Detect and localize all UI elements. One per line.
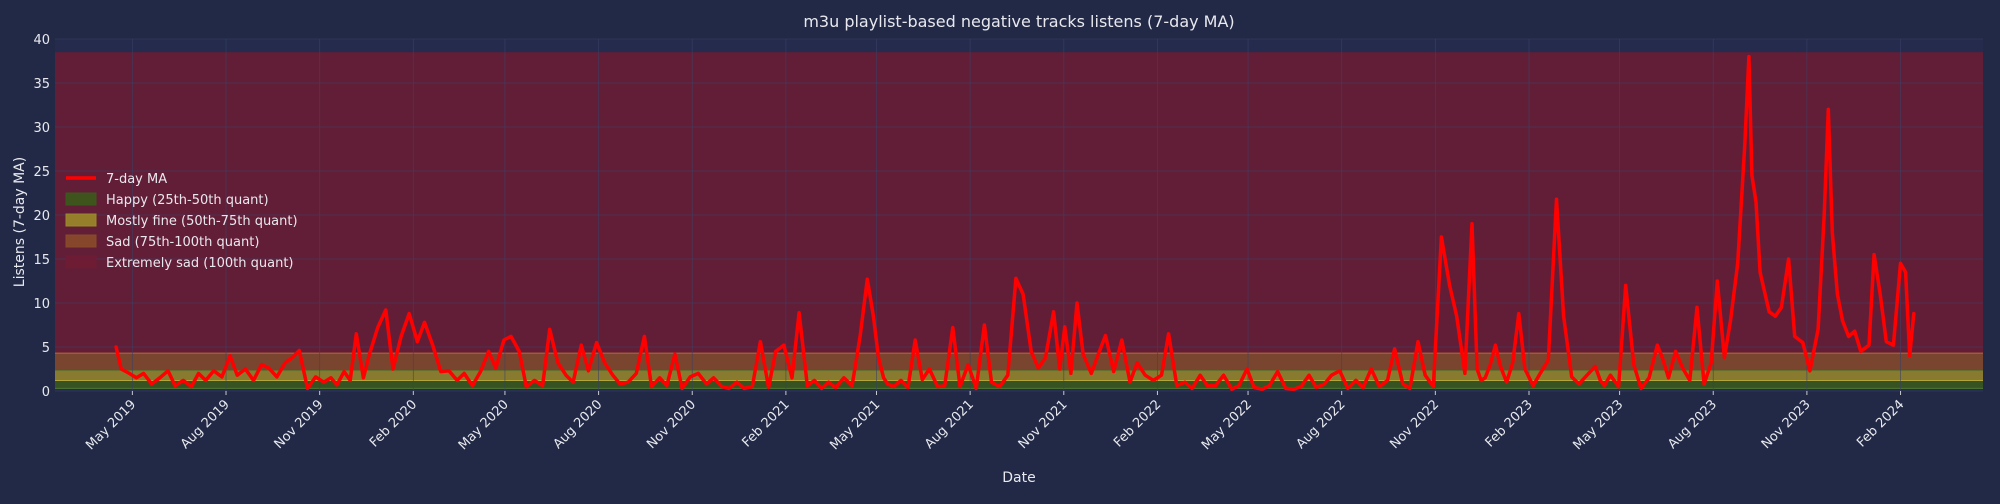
- band-2: [55, 370, 1983, 381]
- x-axis-label: Date: [1002, 470, 1035, 486]
- y-tick-label: 25: [33, 165, 50, 180]
- x-tick-label: Nov 2020: [644, 397, 699, 452]
- legend: 7-day MA Happy (25th-50th quant) Mostly fi…: [65, 172, 298, 271]
- x-tick-label: May 2021: [827, 397, 883, 453]
- y-tick-label: 30: [33, 121, 50, 136]
- x-tick-label: May 2022: [1199, 397, 1255, 453]
- x-tick-label: Aug 2021: [922, 397, 977, 452]
- legend-label: Happy (25th-50th quant): [106, 193, 269, 208]
- y-axis-label: Listens (7-day MA): [12, 157, 28, 287]
- x-tick-label: Feb 2024: [1854, 397, 1907, 450]
- x-tick-label: Nov 2022: [1387, 397, 1442, 452]
- y-tick-label: 20: [33, 209, 50, 224]
- x-tick-label: May 2020: [456, 397, 512, 453]
- y-tick-label: 15: [33, 253, 50, 268]
- legend-patch-swatch: [65, 255, 97, 269]
- x-tick-label: May 2023: [1570, 397, 1626, 453]
- band-1: [55, 380, 1983, 389]
- y-tick-label: 40: [33, 33, 50, 48]
- y-tick-label: 0: [42, 385, 50, 400]
- x-tick-label: Nov 2023: [1759, 397, 1814, 452]
- legend-patch-swatch: [65, 213, 97, 227]
- y-tick-label: 10: [33, 297, 50, 312]
- x-tick-label: Nov 2019: [272, 397, 327, 452]
- x-tick-label: May 2019: [83, 397, 139, 453]
- chart-title: m3u playlist-based negative tracks liste…: [803, 12, 1234, 31]
- x-tick-label: Aug 2020: [551, 397, 606, 452]
- x-tick-label: Aug 2023: [1665, 397, 1720, 452]
- legend-label: 7-day MA: [106, 172, 167, 187]
- legend-label: Extremely sad (100th quant): [106, 256, 294, 271]
- x-tick-label: Feb 2021: [740, 397, 793, 450]
- x-tick-label: Feb 2022: [1111, 397, 1164, 450]
- legend-patch-swatch: [65, 234, 97, 248]
- plot-area: 0 5 10 15 20 25 30 35 40 May 2019 Aug 2019 Nov 2019…: [33, 33, 1983, 453]
- band-4: [55, 52, 1983, 354]
- legend-label: Mostly fine (50th-75th quant): [106, 214, 298, 229]
- y-tick-label: 5: [42, 341, 50, 356]
- y-tick-label: 35: [33, 77, 50, 92]
- x-tick-label: Aug 2019: [178, 397, 233, 452]
- series-line: [114, 54, 1916, 391]
- x-tick-label: Feb 2023: [1483, 397, 1536, 450]
- x-tick-label: Nov 2021: [1016, 397, 1071, 452]
- x-tick-label: Aug 2022: [1294, 397, 1349, 452]
- x-tick-label: Feb 2020: [367, 397, 420, 450]
- legend-label: Sad (75th-100th quant): [106, 235, 259, 250]
- legend-patch-swatch: [65, 192, 97, 206]
